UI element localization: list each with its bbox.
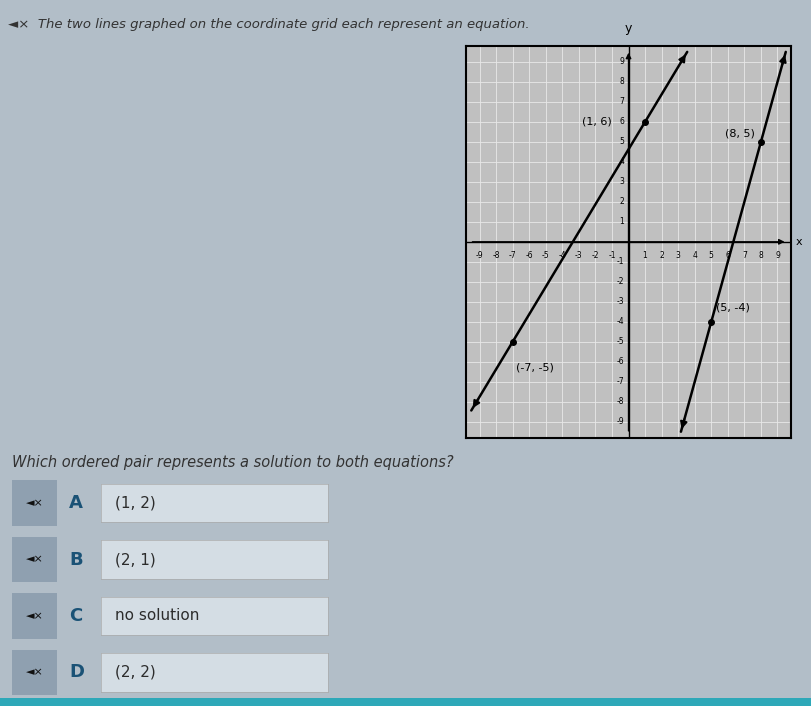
Text: 4: 4	[693, 251, 697, 260]
Text: (2, 1): (2, 1)	[115, 552, 156, 567]
Text: 6: 6	[725, 251, 730, 260]
Text: -7: -7	[508, 251, 517, 260]
Text: 8: 8	[620, 78, 624, 86]
Text: 1: 1	[620, 217, 624, 227]
Text: 3: 3	[620, 177, 624, 186]
Text: 4: 4	[620, 157, 624, 167]
Text: (8, 5): (8, 5)	[724, 129, 754, 139]
Text: (5, -4): (5, -4)	[716, 303, 750, 313]
Text: -8: -8	[492, 251, 500, 260]
Text: -2: -2	[592, 251, 599, 260]
Text: 9: 9	[775, 251, 780, 260]
Text: D: D	[69, 664, 84, 681]
Text: -4: -4	[616, 317, 624, 326]
Text: 5: 5	[709, 251, 714, 260]
Text: -1: -1	[608, 251, 616, 260]
Text: C: C	[69, 607, 82, 625]
Text: 2: 2	[659, 251, 664, 260]
Text: -3: -3	[616, 297, 624, 306]
Text: (-7, -5): (-7, -5)	[516, 363, 554, 373]
Text: ◄×: ◄×	[25, 667, 44, 678]
Text: B: B	[69, 551, 83, 568]
Text: -9: -9	[476, 251, 483, 260]
Text: no solution: no solution	[115, 609, 200, 623]
Text: ◄×: ◄×	[25, 554, 44, 565]
Text: 5: 5	[620, 138, 624, 146]
Text: -1: -1	[617, 257, 624, 266]
Text: 2: 2	[620, 197, 624, 206]
Text: 7: 7	[620, 97, 624, 107]
Text: 7: 7	[742, 251, 747, 260]
Text: 6: 6	[620, 117, 624, 126]
Text: -3: -3	[575, 251, 582, 260]
Text: -5: -5	[616, 337, 624, 346]
Text: 1: 1	[642, 251, 647, 260]
Text: -6: -6	[616, 357, 624, 366]
Text: -8: -8	[617, 397, 624, 406]
Text: y: y	[624, 23, 633, 35]
Text: (2, 2): (2, 2)	[115, 665, 156, 680]
Text: ◄×: ◄×	[25, 498, 44, 508]
Text: ◄×: ◄×	[25, 611, 44, 621]
Text: (1, 6): (1, 6)	[582, 117, 612, 127]
Text: 9: 9	[620, 57, 624, 66]
Text: 3: 3	[676, 251, 680, 260]
Text: Which ordered pair represents a solution to both equations?: Which ordered pair represents a solution…	[12, 455, 454, 470]
Text: 8: 8	[758, 251, 763, 260]
Text: -4: -4	[559, 251, 566, 260]
Text: (1, 2): (1, 2)	[115, 496, 156, 510]
Text: -2: -2	[617, 277, 624, 287]
Text: A: A	[69, 494, 83, 512]
Text: -7: -7	[616, 377, 624, 386]
Text: -5: -5	[542, 251, 550, 260]
Text: -6: -6	[526, 251, 533, 260]
Text: -9: -9	[616, 417, 624, 426]
Text: ◄×  The two lines graphed on the coordinate grid each represent an equation.: ◄× The two lines graphed on the coordina…	[8, 18, 530, 30]
Text: x: x	[796, 237, 802, 247]
